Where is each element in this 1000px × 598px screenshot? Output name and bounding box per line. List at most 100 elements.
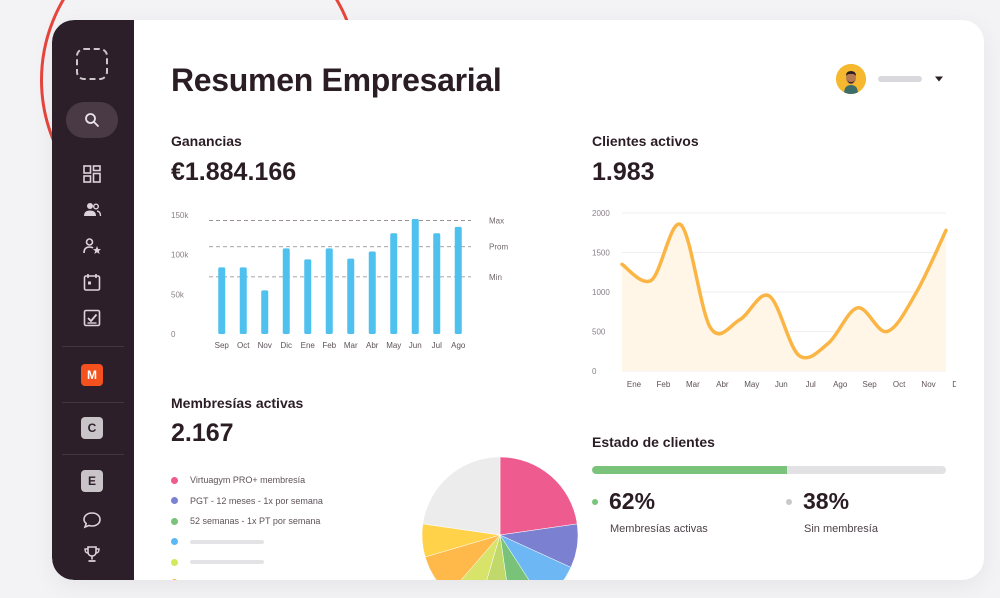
- membresias-pie-chart: [422, 456, 578, 580]
- legend-item: [171, 552, 323, 573]
- app-switch-m[interactable]: M: [81, 364, 103, 386]
- legend-label: PGT - 12 meses - 1x por semana: [190, 495, 323, 506]
- pie-slice: [486, 534, 507, 580]
- bar-y-tick-label: 50k: [171, 290, 185, 299]
- chevron-down-icon[interactable]: [934, 76, 944, 82]
- bar-y-tick-label: 0: [171, 330, 176, 339]
- checklist-icon: [83, 309, 101, 327]
- line-x-tick-label: May: [744, 380, 759, 389]
- sidebar-divider: [62, 346, 124, 347]
- line-x-tick-label: Ago: [833, 380, 848, 389]
- main-content: Resumen Empresarial Ganancia: [134, 20, 984, 580]
- pie-slice: [460, 534, 501, 580]
- line-y-tick-label: 2000: [592, 209, 610, 218]
- bar: [390, 233, 398, 334]
- user-avatar[interactable]: [836, 64, 866, 94]
- sidebar-item-dashboard[interactable]: [80, 162, 104, 186]
- dashboard-icon: [83, 165, 101, 183]
- line-x-tick-label: Jun: [775, 380, 788, 389]
- bar-x-tick-label: Jul: [432, 341, 442, 350]
- bar-x-tick-label: Feb: [322, 341, 336, 350]
- sidebar-item-achievements[interactable]: [80, 542, 104, 566]
- app-switch-e[interactable]: E: [81, 470, 103, 492]
- stat-inactive-label: Sin membresía: [804, 523, 878, 535]
- legend-item: [171, 573, 323, 580]
- chat-bubble-icon: [83, 512, 101, 529]
- legend-item: 52 semanas - 1x PT por semana: [171, 511, 323, 532]
- legend-item: [171, 532, 323, 553]
- pie-slice: [499, 534, 530, 580]
- sidebar-divider: [62, 402, 124, 403]
- bar-x-tick-label: Jun: [409, 341, 422, 350]
- bar-x-tick-label: Abr: [366, 341, 379, 350]
- bar-x-tick-label: Ene: [301, 341, 316, 350]
- line-y-tick-label: 1500: [592, 249, 610, 258]
- trophy-icon: [84, 546, 100, 562]
- bar-x-tick-label: Oct: [237, 341, 250, 350]
- line-x-tick-label: Jul: [806, 380, 816, 389]
- line-x-tick-label: Oct: [893, 380, 906, 389]
- line-area: [622, 224, 946, 371]
- estado-progress-fill: [592, 466, 787, 474]
- user-menu[interactable]: [836, 64, 944, 94]
- estado-clientes-label: Estado de clientes: [592, 434, 715, 450]
- sidebar-item-favorites[interactable]: [80, 234, 104, 258]
- bar: [454, 226, 462, 334]
- stat-active-label: Membresías activas: [610, 523, 708, 535]
- legend-item: Virtuagym PRO+ membresía: [171, 470, 323, 491]
- sidebar-item-tasks[interactable]: [80, 306, 104, 330]
- legend-dot: [171, 476, 178, 484]
- sidebar-item-clients[interactable]: [80, 198, 104, 222]
- membresias-value: 2.167: [171, 419, 234, 447]
- clientes-activos-label: Clientes activos: [592, 133, 699, 149]
- logo-placeholder-icon[interactable]: [76, 48, 108, 80]
- legend-label: Virtuagym PRO+ membresía: [190, 475, 306, 486]
- bar-x-tick-label: Ago: [451, 341, 466, 350]
- legend-dot: [171, 497, 178, 505]
- bar-x-tick-label: Sep: [215, 341, 230, 350]
- bar-y-tick-label: 150k: [171, 211, 189, 220]
- line-x-tick-label: Feb: [657, 380, 671, 389]
- legend-dot: [171, 517, 178, 525]
- stat-inactive-dot: [786, 498, 792, 505]
- legend-dot: [171, 538, 178, 546]
- estado-progress-bar: [592, 466, 946, 474]
- line-x-tick-label: Ene: [627, 380, 642, 389]
- line-x-tick-label: Sep: [863, 380, 878, 389]
- stat-active: 62%: [592, 488, 655, 515]
- sidebar-item-calendar[interactable]: [80, 270, 104, 294]
- bar: [304, 259, 312, 334]
- pie-slice: [422, 456, 501, 536]
- line-series: [620, 222, 948, 360]
- ganancias-label: Ganancias: [171, 133, 242, 149]
- legend-dot: [171, 558, 178, 566]
- bar-y-tick-label: 100k: [171, 251, 189, 260]
- search-button[interactable]: [66, 102, 118, 138]
- app-switch-c[interactable]: C: [81, 417, 103, 439]
- legend-item: PGT - 12 meses - 1x por semana: [171, 491, 323, 512]
- bar: [239, 267, 247, 334]
- line-x-tick-label: Dic: [952, 380, 956, 389]
- bar: [261, 290, 269, 334]
- pie-slice: [499, 456, 578, 536]
- clientes-activos-value: 1.983: [592, 158, 655, 186]
- bar: [347, 258, 355, 334]
- bar-ref-label-min: Min: [489, 273, 502, 282]
- bar-x-tick-label: Dic: [280, 341, 292, 350]
- line-x-tick-label: Mar: [686, 380, 700, 389]
- bar: [282, 248, 290, 334]
- star-user-icon: [83, 238, 101, 254]
- membresias-label: Membresías activas: [171, 395, 304, 411]
- clientes-line-chart: 0 500 1000 1500 2000 Ene Feb Mar Abr May Jun Jul Ago…: [592, 209, 956, 389]
- line-y-tick-label: 1000: [592, 288, 610, 297]
- line-x-tick-label: Abr: [716, 380, 729, 389]
- stat-active-percent: 62%: [609, 488, 656, 514]
- legend-label: 52 semanas - 1x PT por semana: [190, 516, 321, 527]
- clients-icon: [84, 203, 102, 217]
- bar: [433, 233, 441, 334]
- bar-x-tick-label: May: [386, 341, 401, 350]
- sidebar-item-chat[interactable]: [80, 508, 104, 532]
- stat-active-dot: [592, 498, 598, 505]
- dashboard-card: M C E Resumen Empresa: [52, 20, 984, 580]
- bar: [411, 218, 419, 334]
